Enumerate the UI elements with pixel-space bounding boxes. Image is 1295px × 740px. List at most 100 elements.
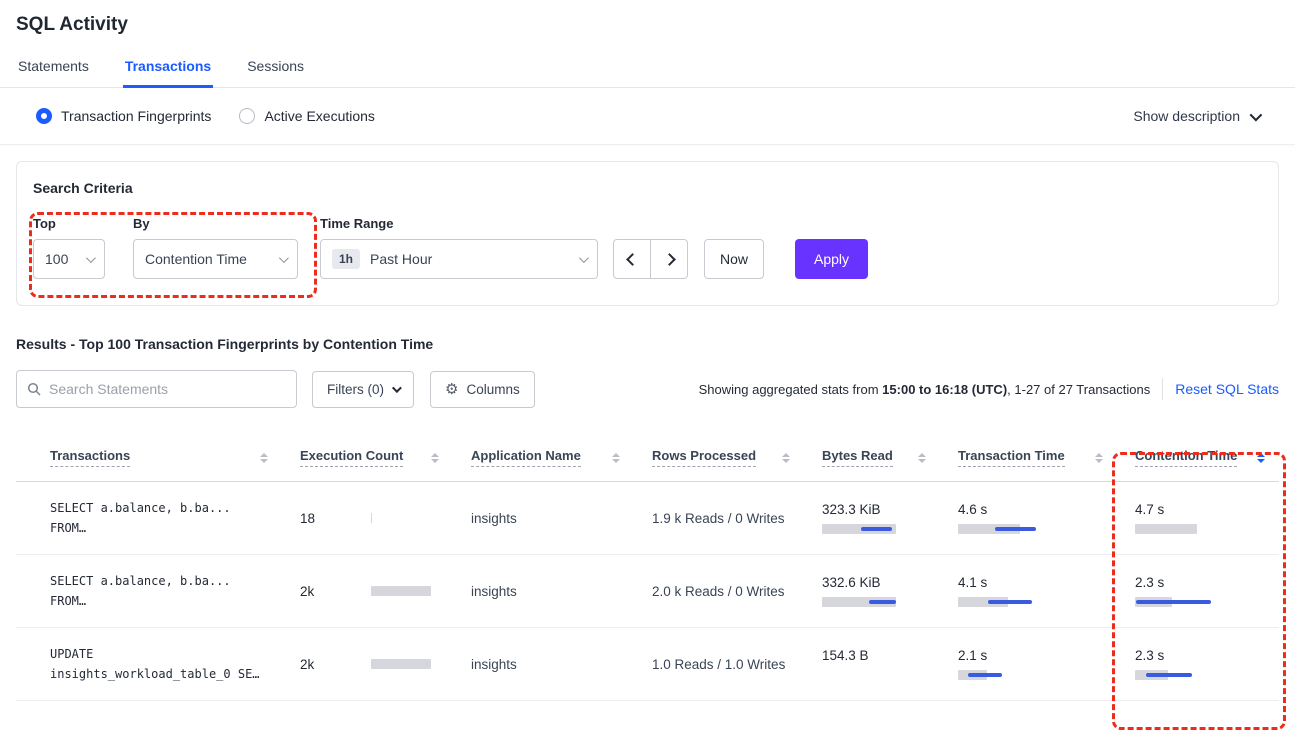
- sort-icon[interactable]: [258, 451, 270, 465]
- column-header-rows-processed[interactable]: Rows Processed: [652, 448, 822, 467]
- radio-active-executions[interactable]: Active Executions: [239, 108, 375, 124]
- contention-time-value: 2.3 s: [1135, 575, 1165, 590]
- radio-label: Transaction Fingerprints: [61, 108, 212, 124]
- columns-label: Columns: [466, 381, 520, 397]
- execution-count-bar: [371, 513, 373, 523]
- sort-icon[interactable]: [916, 451, 928, 465]
- contention-time-cell: 2.3 s: [1135, 575, 1279, 607]
- sql-line: FROM…: [50, 521, 87, 535]
- application-name-cell: insights: [471, 583, 517, 599]
- time-range-select[interactable]: 1h Past Hour: [320, 239, 598, 279]
- search-input[interactable]: [49, 381, 286, 397]
- transaction-time-bar: [958, 597, 1008, 607]
- by-select[interactable]: Contention Time: [133, 239, 298, 279]
- bytes-read-bar: [822, 524, 897, 534]
- time-range-value: Past Hour: [370, 251, 433, 267]
- time-range-nav: [613, 239, 688, 279]
- chevron-down-icon: [85, 252, 96, 263]
- sql-line: UPDATE: [50, 647, 94, 661]
- transaction-time-value: 2.1 s: [958, 648, 988, 663]
- column-label: Bytes Read: [822, 448, 893, 467]
- contention-time-stddev-line: [1135, 600, 1211, 604]
- sql-line: SELECT a.balance, b.ba...: [50, 574, 231, 588]
- transaction-time-stddev-line: [987, 600, 1033, 604]
- transaction-time-cell: 4.1 s: [958, 575, 1135, 607]
- bytes-read-cell: 154.3 B: [822, 648, 958, 680]
- sort-icon[interactable]: [429, 451, 441, 465]
- execution-count-cell: 18: [300, 511, 471, 526]
- filters-button[interactable]: Filters (0): [312, 370, 414, 408]
- sort-icon[interactable]: [610, 451, 622, 465]
- bytes-read-value: 154.3 B: [822, 648, 869, 663]
- tab-sessions[interactable]: Sessions: [247, 58, 305, 74]
- reset-sql-stats-link[interactable]: Reset SQL Stats: [1175, 381, 1279, 397]
- column-header-bytes-read[interactable]: Bytes Read: [822, 448, 958, 467]
- application-name-cell: insights: [471, 656, 517, 672]
- rows-processed-cell: 2.0 k Reads / 0 Writes: [652, 583, 785, 599]
- bytes-read-bar: [822, 597, 897, 607]
- execution-count-cell: 2k: [300, 584, 471, 599]
- sql-line: FROM…: [50, 594, 87, 608]
- results-heading: Results - Top 100 Transaction Fingerprin…: [16, 336, 434, 352]
- table-row[interactable]: UPDATE insights_workload_table_0 SE… 2k …: [16, 628, 1279, 701]
- apply-button[interactable]: Apply: [795, 239, 869, 279]
- contention-time-value: 4.7 s: [1135, 502, 1165, 517]
- transaction-fingerprint-cell[interactable]: SELECT a.balance, b.ba... FROM…: [16, 571, 300, 611]
- stats-suffix: , 1-27 of 27 Transactions: [1007, 381, 1151, 397]
- table-row[interactable]: SELECT a.balance, b.ba... FROM… 18 insig…: [16, 482, 1279, 555]
- filters-label: Filters (0): [327, 381, 384, 397]
- table-header-row: Transactions Execution Count Application…: [16, 442, 1279, 482]
- top-label: Top: [33, 216, 56, 231]
- column-header-transactions[interactable]: Transactions: [16, 448, 300, 467]
- bytes-read-stddev-line: [861, 527, 893, 531]
- time-next-button[interactable]: [650, 239, 688, 279]
- column-label: Contention Time: [1135, 448, 1238, 467]
- rows-processed-cell: 1.0 Reads / 1.0 Writes: [652, 656, 786, 672]
- column-label: Rows Processed: [652, 448, 757, 467]
- column-header-contention-time[interactable]: Contention Time: [1135, 448, 1279, 467]
- transaction-fingerprint-cell[interactable]: UPDATE insights_workload_table_0 SE…: [16, 644, 300, 684]
- top-select-value: 100: [45, 251, 69, 267]
- table-row[interactable]: SELECT a.balance, b.ba... FROM… 2k insig…: [16, 555, 1279, 628]
- transaction-fingerprint-cell[interactable]: SELECT a.balance, b.ba... FROM…: [16, 498, 300, 538]
- show-description-label: Show description: [1133, 108, 1240, 124]
- columns-button[interactable]: ⚙ Columns: [430, 370, 535, 408]
- chevron-down-icon: [278, 252, 289, 263]
- column-header-transaction-time[interactable]: Transaction Time: [958, 448, 1135, 467]
- top-field: Top 100: [33, 216, 105, 279]
- by-label: By: [133, 216, 150, 231]
- stats-prefix: Showing aggregated stats from: [698, 381, 883, 397]
- chevron-right-icon: [662, 252, 676, 266]
- tab-statements[interactable]: Statements: [18, 58, 89, 74]
- search-criteria-form: Top 100 By Contention Time Time Range 1h…: [33, 216, 1262, 279]
- sort-icon[interactable]: [1255, 451, 1267, 465]
- radio-transaction-fingerprints[interactable]: Transaction Fingerprints: [36, 108, 211, 124]
- time-range-badge: 1h: [332, 249, 361, 269]
- show-description-toggle[interactable]: Show description: [1133, 108, 1263, 124]
- top-select[interactable]: 100: [33, 239, 105, 279]
- chevron-left-icon: [625, 252, 639, 266]
- search-criteria-title: Search Criteria: [33, 180, 133, 196]
- tab-transactions[interactable]: Transactions: [122, 58, 214, 88]
- column-label: Execution Count: [300, 448, 404, 467]
- time-prev-button[interactable]: [613, 239, 651, 279]
- transaction-time-value: 4.6 s: [958, 502, 988, 517]
- search-statements-box[interactable]: [16, 370, 297, 408]
- transaction-time-value: 4.1 s: [958, 575, 988, 590]
- sort-icon[interactable]: [780, 451, 792, 465]
- execution-count-bar: [371, 659, 431, 669]
- bytes-read-value: 323.3 KiB: [822, 502, 881, 517]
- gear-icon: ⚙: [445, 380, 459, 398]
- column-label: Transactions: [50, 448, 131, 467]
- time-range-label: Time Range: [320, 216, 394, 231]
- execution-count-cell: 2k: [300, 657, 471, 672]
- view-radio-group: Transaction Fingerprints Active Executio…: [36, 108, 375, 124]
- column-label: Transaction Time: [958, 448, 1065, 467]
- column-header-application-name[interactable]: Application Name: [471, 448, 652, 467]
- execution-count-value: 2k: [300, 583, 315, 599]
- column-header-execution-count[interactable]: Execution Count: [300, 448, 471, 467]
- contention-time-value: 2.3 s: [1135, 648, 1165, 663]
- sort-icon[interactable]: [1093, 451, 1105, 465]
- bytes-read-cell: 332.6 KiB: [822, 575, 958, 607]
- now-button[interactable]: Now: [704, 239, 765, 279]
